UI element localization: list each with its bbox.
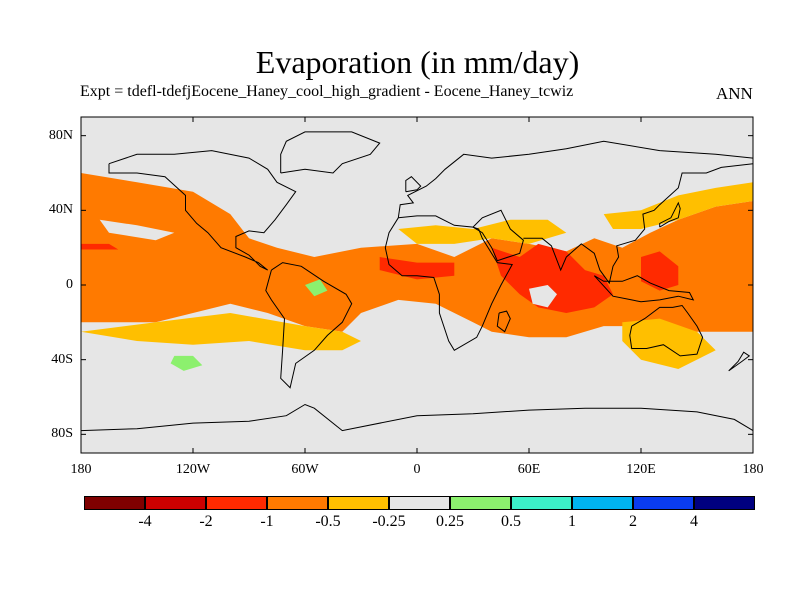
contour-region-2	[379, 257, 455, 280]
coastline-9	[496, 310, 511, 333]
coastline-3	[397, 140, 753, 218]
coastline-layer	[81, 131, 753, 432]
x-tick-label-4: 60E	[517, 462, 541, 477]
legend-swatch-1	[145, 496, 206, 510]
x-tick-label-0: 180	[70, 462, 92, 477]
legend-swatch-3	[267, 496, 328, 510]
coastline-7	[81, 403, 753, 432]
x-tick-label-1: 120W	[175, 462, 211, 477]
legend-swatch-7	[511, 496, 572, 510]
y-tick-label-3: 40S	[51, 351, 73, 367]
coastline-11	[280, 131, 381, 174]
coastline-10	[659, 201, 681, 228]
legend-label-0: -4	[138, 513, 152, 530]
contour-region-5	[622, 318, 716, 369]
contour-region-6	[81, 313, 361, 351]
coastline-5	[523, 163, 753, 285]
chart-subtitle: Expt = tdefl-tdefjEocene_Haney_cool_high…	[80, 83, 574, 100]
contour-fill-layer	[81, 173, 753, 371]
legend-label-7: 1	[568, 513, 576, 530]
x-tick-label-2: 60W	[291, 462, 319, 477]
coastline-2	[384, 215, 513, 351]
x-tick-label-3: 0	[413, 462, 421, 477]
chart-title: Evaporation (in mm/day)	[255, 44, 580, 80]
contour-region-7	[603, 182, 753, 229]
legend-label-6: 0.5	[501, 513, 521, 530]
coastline-0	[108, 150, 297, 271]
coastline-6	[629, 304, 704, 357]
y-tick-label-0: 80N	[48, 127, 73, 143]
contour-region-4	[81, 243, 119, 250]
coastline-8	[593, 275, 695, 303]
y-tick-label-2: 0	[66, 277, 73, 292]
x-tick-label-5: 120E	[626, 462, 656, 477]
contour-region-12	[305, 279, 328, 297]
legend-swatch-5	[389, 496, 450, 510]
y-tick-label-4: 80S	[51, 426, 73, 442]
legend-label-9: 4	[690, 513, 698, 530]
legend-label-4: -0.25	[372, 513, 406, 530]
season-label: ANN	[716, 84, 753, 103]
legend-swatch-4	[328, 496, 389, 510]
legend-swatch-6	[450, 496, 511, 510]
contour-region-1	[491, 243, 613, 313]
legend-label-5: 0.25	[436, 513, 464, 530]
contour-region-9	[99, 219, 175, 241]
y-tick-label-1: 40N	[48, 202, 73, 218]
x-tick-label-6: 180	[742, 462, 764, 477]
contour-region-3	[641, 251, 679, 291]
legend-swatch-9	[633, 496, 694, 510]
contour-region-10	[529, 285, 557, 308]
coastline-1	[265, 262, 353, 389]
coastline-12	[728, 351, 751, 372]
legend-swatch-8	[572, 496, 633, 510]
legend-label-2: -1	[260, 513, 274, 530]
legend-swatch-2	[206, 496, 267, 510]
legend-swatch-10	[694, 496, 755, 510]
legend-swatch-0	[84, 496, 145, 510]
legend-label-1: -2	[199, 513, 213, 530]
contour-region-11	[170, 355, 203, 371]
legend-label-8: 2	[629, 513, 637, 530]
coastline-4	[472, 209, 524, 262]
coastline-13	[405, 176, 422, 193]
legend-label-3: -0.5	[315, 513, 341, 530]
axis-ticks	[80, 117, 754, 453]
